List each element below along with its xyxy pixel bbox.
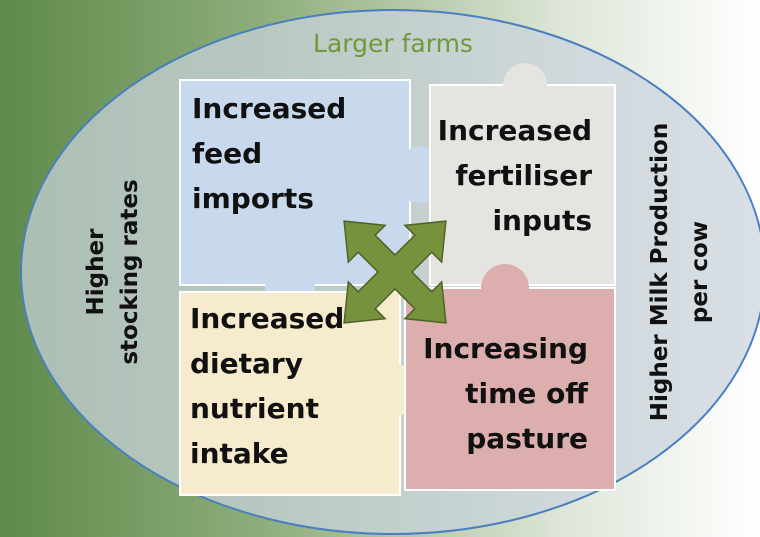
piece-label: feed [192, 137, 262, 170]
piece-label: pasture [466, 422, 588, 455]
side-label: per cow [687, 221, 713, 323]
piece-label: imports [192, 182, 314, 215]
side-label: Higher Milk Production [647, 123, 673, 421]
piece-label: fertiliser [455, 159, 592, 192]
piece-label: Increased [438, 114, 592, 147]
piece-label: Increased [192, 92, 346, 125]
piece-label: inputs [492, 204, 592, 237]
title: Larger farms [313, 29, 473, 58]
piece-label: Increasing [423, 332, 588, 365]
side-label: stocking rates [117, 179, 143, 364]
piece-label: dietary [190, 347, 303, 380]
piece-label: time off [465, 377, 588, 410]
side-label: Higher [83, 228, 109, 316]
piece-label: nutrient [190, 392, 319, 425]
piece-label: Increased [190, 302, 344, 335]
arrows-icon [343, 220, 447, 324]
piece-label: intake [190, 437, 289, 470]
